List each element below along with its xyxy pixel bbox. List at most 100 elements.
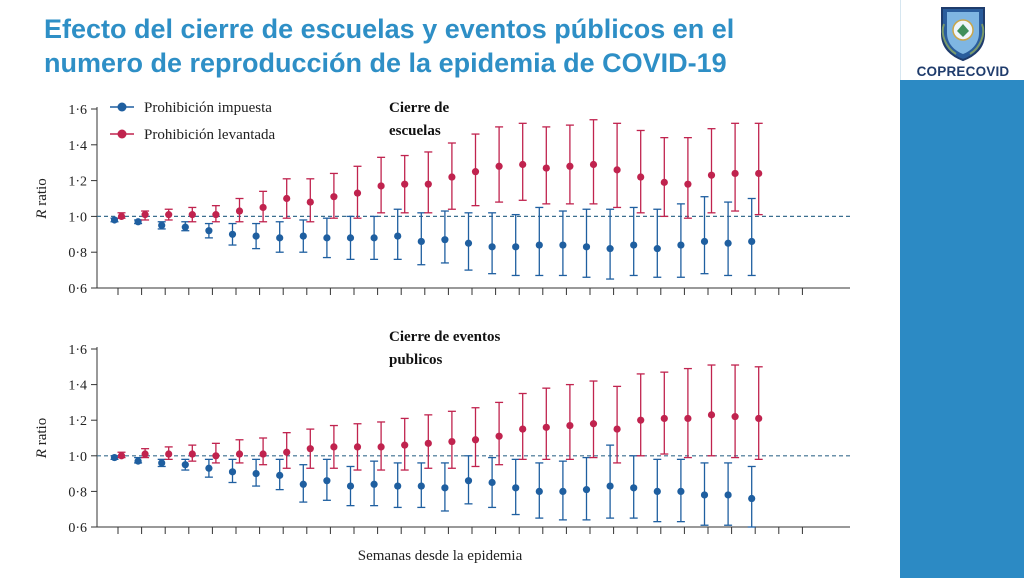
point-imposed [441, 236, 449, 244]
point-lifted [731, 169, 739, 178]
point-lifted [637, 416, 645, 424]
point-imposed [700, 237, 709, 246]
point-imposed [370, 480, 378, 488]
point-lifted [212, 211, 220, 219]
point-imposed [488, 243, 496, 251]
point-imposed [181, 461, 189, 469]
point-lifted [542, 423, 550, 431]
y-tick-label: 1·0 [68, 450, 87, 465]
right-sidebar: COPRECOVID [900, 0, 1024, 578]
point-imposed [110, 216, 119, 224]
point-imposed [677, 241, 685, 249]
y-tick-label: 0·6 [68, 282, 87, 297]
panel-title-line-1: Cierre de [389, 100, 449, 116]
point-lifted [660, 414, 668, 423]
legend-marker-imposed [117, 102, 127, 112]
point-imposed [134, 218, 142, 226]
y-tick-label: 1·6 [68, 103, 87, 118]
point-imposed [559, 487, 567, 495]
slide-title: Efecto del cierre de escuelas y eventos … [44, 12, 864, 80]
point-imposed [512, 484, 520, 492]
point-imposed [158, 221, 166, 229]
point-imposed [417, 237, 425, 246]
point-imposed [724, 239, 732, 247]
point-lifted [117, 452, 126, 460]
point-lifted [401, 441, 409, 449]
point-imposed [276, 234, 284, 242]
point-imposed [748, 494, 756, 503]
point-lifted [283, 448, 291, 456]
point-lifted [755, 169, 763, 178]
y-tick-label: 0·6 [68, 521, 87, 536]
point-lifted [141, 450, 149, 458]
point-lifted [235, 450, 244, 458]
point-lifted [353, 189, 362, 197]
point-lifted [589, 420, 598, 428]
y-tick-label: 1·2 [68, 175, 87, 190]
point-lifted [165, 211, 173, 219]
point-imposed [181, 223, 189, 231]
point-imposed [724, 491, 732, 499]
point-imposed [417, 482, 425, 490]
point-imposed [653, 245, 661, 253]
y-axis-label: R ratio [34, 418, 50, 459]
point-lifted [637, 173, 645, 181]
point-lifted [235, 207, 244, 215]
point-lifted [259, 450, 267, 458]
point-lifted [519, 425, 527, 433]
point-lifted [330, 443, 338, 451]
point-imposed [582, 243, 591, 251]
point-imposed [370, 234, 378, 242]
point-imposed [464, 239, 473, 247]
point-lifted [495, 432, 503, 440]
point-lifted [424, 439, 432, 447]
point-imposed [394, 482, 402, 490]
point-imposed [488, 478, 496, 487]
point-imposed [299, 480, 307, 488]
y-tick-label: 1·4 [68, 379, 87, 394]
point-lifted [141, 211, 149, 219]
point-lifted [731, 413, 739, 421]
point-imposed [228, 468, 237, 476]
point-lifted [660, 178, 668, 186]
point-imposed [700, 491, 709, 499]
y-tick-label: 1·4 [68, 139, 87, 154]
point-imposed [653, 487, 661, 495]
point-imposed [630, 241, 638, 249]
point-lifted [165, 450, 173, 458]
point-lifted [117, 212, 126, 220]
chart-canvas: 0·6 0·8 1·0 1·2 1·4 1·6 R ratio Cierre de escuel… [34, 100, 850, 564]
slide-title-line-1: Efecto del cierre de escuelas y eventos … [44, 14, 735, 44]
point-lifted [755, 414, 763, 423]
point-imposed [606, 245, 614, 253]
point-lifted [188, 450, 196, 458]
point-imposed [441, 484, 449, 492]
point-imposed [535, 487, 543, 495]
point-imposed [630, 484, 638, 492]
point-lifted [377, 443, 385, 451]
point-lifted [448, 437, 456, 446]
slide-title-line-2: numero de reproducción de la epidemia de… [44, 48, 727, 78]
legend-marker-lifted [117, 129, 127, 139]
logo-box: COPRECOVID [900, 0, 1024, 80]
chart-panel-schools: 0·6 0·8 1·0 1·2 1·4 1·6 R ratio Cierre de escuel… [34, 100, 850, 297]
point-lifted [684, 414, 692, 423]
point-lifted [471, 168, 480, 176]
point-imposed [276, 471, 284, 479]
point-lifted [613, 425, 621, 433]
point-lifted [566, 421, 574, 430]
logo-text: COPRECOVID [916, 64, 1010, 79]
point-lifted [259, 203, 267, 212]
point-lifted [519, 160, 527, 169]
y-axis-label: R ratio [34, 178, 50, 219]
y-tick-label: 1·6 [68, 343, 87, 358]
point-imposed [134, 457, 142, 465]
point-lifted [707, 171, 716, 179]
point-lifted [330, 193, 338, 201]
panel-title-line-2: escuelas [389, 123, 441, 139]
point-lifted [377, 182, 385, 190]
point-imposed [346, 482, 355, 490]
y-tick-label: 1·0 [68, 210, 87, 225]
point-imposed [559, 241, 567, 249]
point-lifted [424, 180, 432, 188]
